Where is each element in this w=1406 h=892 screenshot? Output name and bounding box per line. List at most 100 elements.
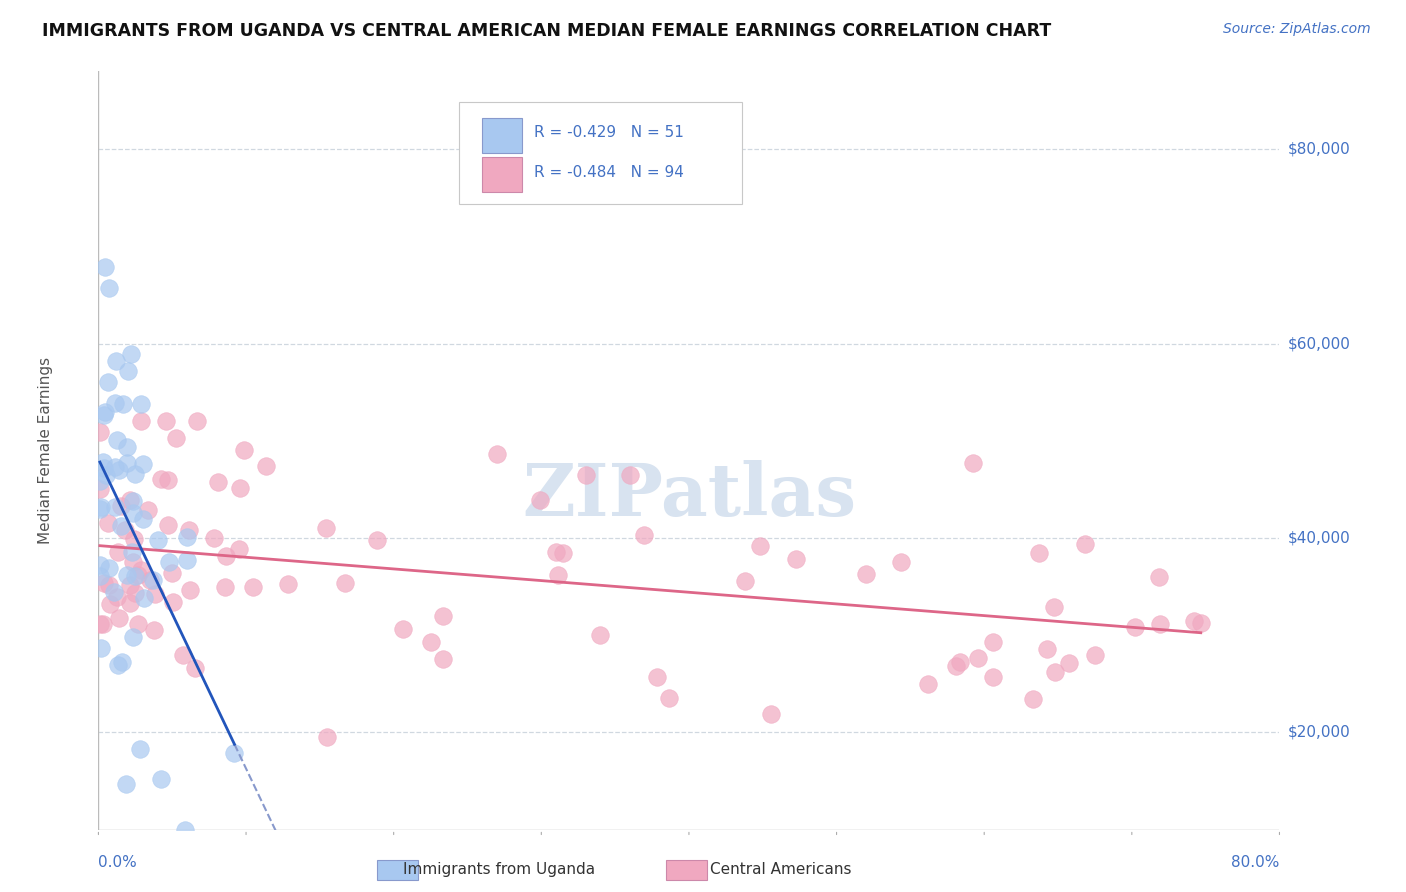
Point (89, 425, 111, 440)
Point (89, 558, 111, 573)
Point (110, 519, 132, 533)
Point (98, 578, 121, 592)
Point (392, 622, 415, 636)
Point (1189, 615, 1212, 630)
Point (419, 635, 441, 649)
Point (432, 652, 454, 666)
Point (157, 473, 180, 487)
Point (93, 461, 115, 475)
Point (254, 459, 277, 474)
Text: R = -0.484   N = 94: R = -0.484 N = 94 (534, 165, 685, 180)
Point (143, 587, 166, 601)
Point (645, 670, 668, 684)
Point (107, 463, 129, 477)
Point (1123, 619, 1146, 633)
Point (122, 532, 145, 546)
Point (89, 501, 111, 516)
Point (633, 527, 655, 541)
Point (148, 533, 170, 548)
Point (981, 635, 1004, 649)
Point (966, 651, 988, 665)
Point (186, 414, 208, 428)
Point (93, 455, 115, 469)
Point (551, 546, 574, 560)
Point (122, 555, 145, 569)
Point (107, 611, 129, 625)
Point (162, 566, 184, 580)
Point (89, 569, 111, 583)
Point (124, 568, 146, 582)
Point (1147, 570, 1170, 584)
Point (224, 746, 246, 760)
Point (589, 628, 612, 642)
Point (1021, 692, 1043, 706)
Point (129, 563, 152, 577)
Point (122, 630, 145, 644)
Point (432, 609, 454, 624)
Point (202, 531, 225, 545)
Text: Immigrants from Uganda: Immigrants from Uganda (404, 863, 595, 877)
Text: 0.0%: 0.0% (98, 855, 138, 870)
Point (142, 573, 165, 587)
Point (121, 506, 143, 520)
Point (1043, 600, 1066, 615)
Text: Median Female Earnings: Median Female Earnings (38, 357, 53, 544)
Point (162, 595, 184, 609)
Text: R = -0.429   N = 51: R = -0.429 N = 51 (534, 125, 685, 140)
Point (183, 661, 205, 675)
Point (110, 499, 132, 513)
FancyBboxPatch shape (458, 102, 742, 204)
Point (917, 677, 939, 691)
Point (277, 577, 299, 591)
Point (149, 473, 172, 487)
Point (207, 475, 229, 490)
Text: IMMIGRANTS FROM UGANDA VS CENTRAL AMERICAN MEDIAN FEMALE EARNINGS CORRELATION CH: IMMIGRANTS FROM UGANDA VS CENTRAL AMERIC… (42, 22, 1052, 40)
Text: ZIPatlas: ZIPatlas (522, 460, 856, 532)
Point (619, 467, 641, 482)
Point (124, 586, 146, 600)
Point (785, 552, 807, 566)
Point (97, 376, 120, 390)
Point (111, 655, 134, 669)
Point (143, 624, 166, 638)
Point (118, 596, 141, 610)
Point (155, 414, 177, 428)
FancyBboxPatch shape (666, 860, 707, 880)
Point (139, 573, 162, 587)
Point (945, 658, 967, 673)
Point (315, 730, 337, 744)
Text: Source: ZipAtlas.com: Source: ZipAtlas.com (1223, 22, 1371, 37)
Point (105, 590, 128, 604)
Point (855, 567, 877, 582)
Point (132, 591, 155, 605)
Text: 80.0%: 80.0% (1232, 855, 1279, 870)
Point (104, 459, 127, 474)
Text: $20,000: $20,000 (1288, 725, 1351, 739)
Point (131, 457, 153, 471)
Point (93, 405, 115, 419)
Point (1036, 642, 1059, 657)
Point (315, 521, 337, 535)
Point (107, 658, 129, 673)
Point (759, 707, 782, 722)
Point (335, 576, 357, 591)
Point (118, 492, 141, 507)
Point (129, 742, 152, 756)
Point (748, 539, 770, 553)
Text: $60,000: $60,000 (1288, 336, 1351, 351)
Point (165, 431, 187, 445)
Point (981, 670, 1004, 684)
Point (229, 482, 252, 496)
Point (1057, 656, 1080, 670)
Point (228, 541, 250, 556)
Point (529, 493, 551, 508)
Point (89, 616, 111, 631)
Point (172, 648, 194, 662)
Point (149, 772, 172, 787)
Point (94, 260, 117, 274)
Point (890, 556, 912, 570)
Point (105, 433, 128, 447)
Point (104, 500, 127, 515)
Point (97, 561, 120, 575)
Point (97, 281, 120, 295)
